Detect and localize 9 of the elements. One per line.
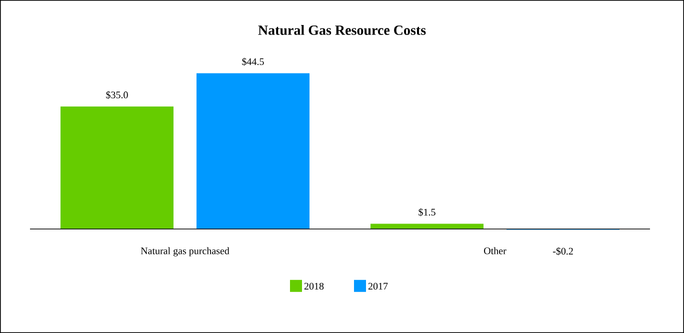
x-tick-label: Natural gas purchased: [140, 247, 230, 256]
x-tick-label: Other: [484, 247, 506, 254]
data-label: $35.0: [106, 90, 128, 99]
data-label: $44.5: [242, 58, 264, 66]
chart-title: Natural Gas Resource Costs: [258, 25, 426, 35]
data-label: $1.5: [418, 208, 436, 216]
legend-label: 2018: [304, 282, 324, 290]
legend-label: 2017: [368, 282, 388, 290]
data-label: -$0.2: [552, 247, 573, 256]
